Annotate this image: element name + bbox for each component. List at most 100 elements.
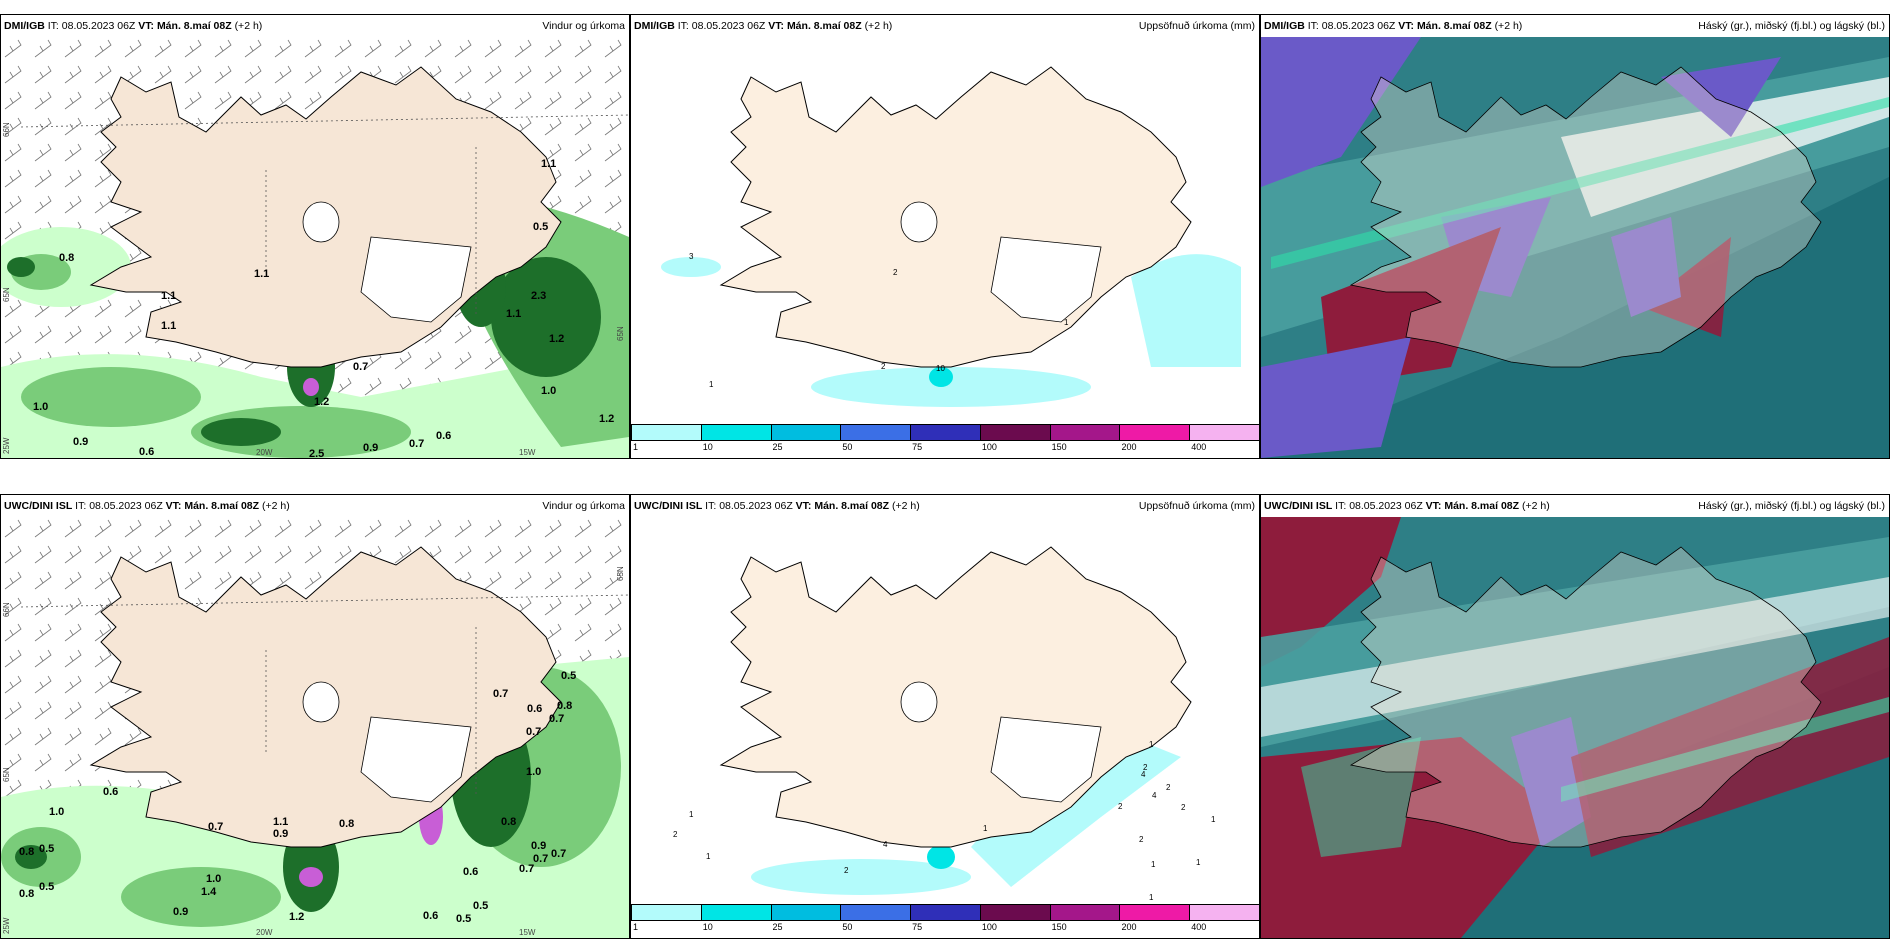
precip-value: 2 (1139, 835, 1144, 844)
glacier-vatnajokull (990, 236, 1102, 323)
precip-value: 0.5 (533, 221, 548, 233)
issue-time: 08.05.2023 06Z (61, 20, 136, 32)
lat-label: 65N (616, 326, 625, 341)
issue-time: 08.05.2023 06Z (719, 500, 793, 512)
precip-value: 0.5 (39, 843, 54, 855)
precip-value: 1.2 (289, 911, 304, 923)
precip-value: 0.6 (436, 430, 451, 442)
issue-prefix: IT: (677, 20, 689, 32)
precip-value: 0.8 (19, 888, 34, 900)
issue-time: 08.05.2023 06Z (1321, 20, 1396, 32)
model-name: UWC/DINI ISL (4, 500, 73, 512)
lead-time: (+2 h) (891, 500, 920, 512)
panel-accum-precip-dini: UWC/DINI ISL IT: 08.05.2023 06Z VT: Mán.… (630, 494, 1260, 939)
panel-title: Uppsöfnuð úrkoma (mm) (1138, 20, 1255, 32)
colorbar-segment (910, 904, 981, 921)
glacier-vatnajokull (360, 716, 472, 803)
precip-value: 4 (1152, 791, 1157, 800)
precip-value: 1 (1151, 860, 1156, 869)
lat-label: 66N (2, 122, 11, 137)
valid-time: Mán. 8.maí 08Z (1416, 20, 1492, 32)
precip-value: 0.9 (363, 442, 378, 454)
precip-value: 0.6 (139, 446, 154, 458)
precip-value-labels: 0.7 0.6 0.8 0.7 0.5 0.7 1.0 0.6 1.0 0.5 … (19, 670, 576, 925)
lat-label: 65N (2, 287, 11, 302)
glacier-langjokull (900, 201, 938, 243)
panel-header: UWC/DINI ISL IT: 08.05.2023 06Z VT: Mán.… (1261, 495, 1889, 517)
panel-clouds-dmi: DMI/IGB IT: 08.05.2023 06Z VT: Mán. 8.ma… (1260, 14, 1890, 459)
model-name: DMI/IGB (1264, 20, 1305, 32)
valid-prefix: VT: (795, 500, 812, 512)
precip-value: 10 (936, 364, 945, 373)
precip-value: 0.9 (73, 436, 88, 448)
glacier-langjokull (302, 201, 340, 243)
precip-value: 0.7 (526, 726, 541, 738)
precip-value: 2 (1181, 803, 1186, 812)
colorbar-segment (770, 904, 842, 921)
precip-shading (1, 197, 629, 458)
colorbar: 1 10 25 50 75 100 150 200 400 (631, 424, 1259, 456)
precip-value: 0.9 (531, 840, 546, 852)
lon-label: 15W (519, 448, 536, 457)
lon-label: 20W (256, 928, 273, 937)
panel-accum-precip-dmi: DMI/IGB IT: 08.05.2023 06Z VT: Mán. 8.ma… (630, 14, 1260, 459)
precip-value: 0.9 (173, 906, 188, 918)
precip-value: 0.6 (527, 703, 542, 715)
precip-value: 2 (1118, 802, 1123, 811)
lead-time: (+2 h) (1521, 500, 1550, 512)
precip-shading (661, 254, 1241, 407)
colorbar-segment (1119, 904, 1191, 921)
colorbar-tick-label: 100 (981, 442, 997, 452)
precip-value: 0.5 (473, 900, 488, 912)
colorbar-segment (840, 424, 912, 441)
issue-time: 08.05.2023 06Z (1349, 500, 1423, 512)
colorbar-segment (1189, 904, 1259, 921)
issue-prefix: IT: (705, 500, 717, 512)
colorbar-tick-label: 400 (1191, 922, 1207, 932)
panel-title: Háský (gr.), miðský (fj.bl.) og lágský (… (1698, 500, 1885, 512)
precip-value: 0.7 (208, 821, 223, 833)
precip-value: 1.0 (33, 401, 48, 413)
colorbar-segment (631, 424, 702, 441)
colorbar-segment (700, 424, 772, 441)
iceland-outline (1349, 546, 1822, 848)
lead-time: (+2 h) (864, 20, 893, 32)
colorbar-segment (979, 424, 1051, 441)
precip-value: 0.7 (493, 688, 508, 700)
colorbar: 1 10 25 50 75 100 150 200 400 (631, 904, 1259, 936)
precip-value-labels: 1 2 4 2 4 2 2 1 1 2 1 1 2 1 1 4 2 1 (673, 740, 1216, 902)
valid-prefix: VT: (1425, 500, 1442, 512)
valid-prefix: VT: (768, 20, 785, 32)
precip-value: 1.1 (541, 158, 556, 170)
lon-label: 25W (2, 437, 11, 454)
colorbar-segment (1189, 424, 1259, 441)
panel-title: Vindur og úrkoma (542, 20, 625, 32)
colorbar-tick-label: 75 (912, 922, 923, 932)
panel-title: Háský (gr.), miðský (fj.bl.) og lágský (… (1698, 20, 1885, 32)
glacier-langjokull (900, 681, 938, 723)
valid-time: Mán. 8.maí 08Z (786, 20, 862, 32)
precip-value: 2 (1143, 763, 1148, 772)
precip-value: 0.6 (463, 866, 478, 878)
colorbar-tick-label: 50 (842, 922, 853, 932)
graticule (20, 114, 629, 317)
model-name: UWC/DINI ISL (634, 500, 703, 512)
panel-title: Vindur og úrkoma (542, 500, 625, 512)
colorbar-segment (631, 904, 702, 921)
issue-time: 08.05.2023 06Z (89, 500, 163, 512)
precip-value: 2 (893, 268, 898, 277)
precip-value: 1.2 (599, 413, 614, 425)
precip-value: 2 (844, 866, 849, 875)
precip-value: 1.0 (206, 873, 221, 885)
colorbar-tick-label: 50 (842, 442, 853, 452)
precip-value: 1 (1211, 815, 1216, 824)
cloud-shading (1261, 37, 1889, 458)
colorbar-segment (770, 424, 842, 441)
precip-value: 1 (706, 852, 711, 861)
issue-prefix: IT: (47, 20, 59, 32)
precip-value: 1.0 (49, 806, 64, 818)
precip-value: 0.8 (19, 846, 34, 858)
precip-value: 2 (881, 362, 886, 371)
issue-prefix: IT: (1307, 20, 1319, 32)
panel-wind-precip-dmi: DMI/IGB IT: 08.05.2023 06Z VT: Mán. 8.ma… (0, 14, 630, 459)
